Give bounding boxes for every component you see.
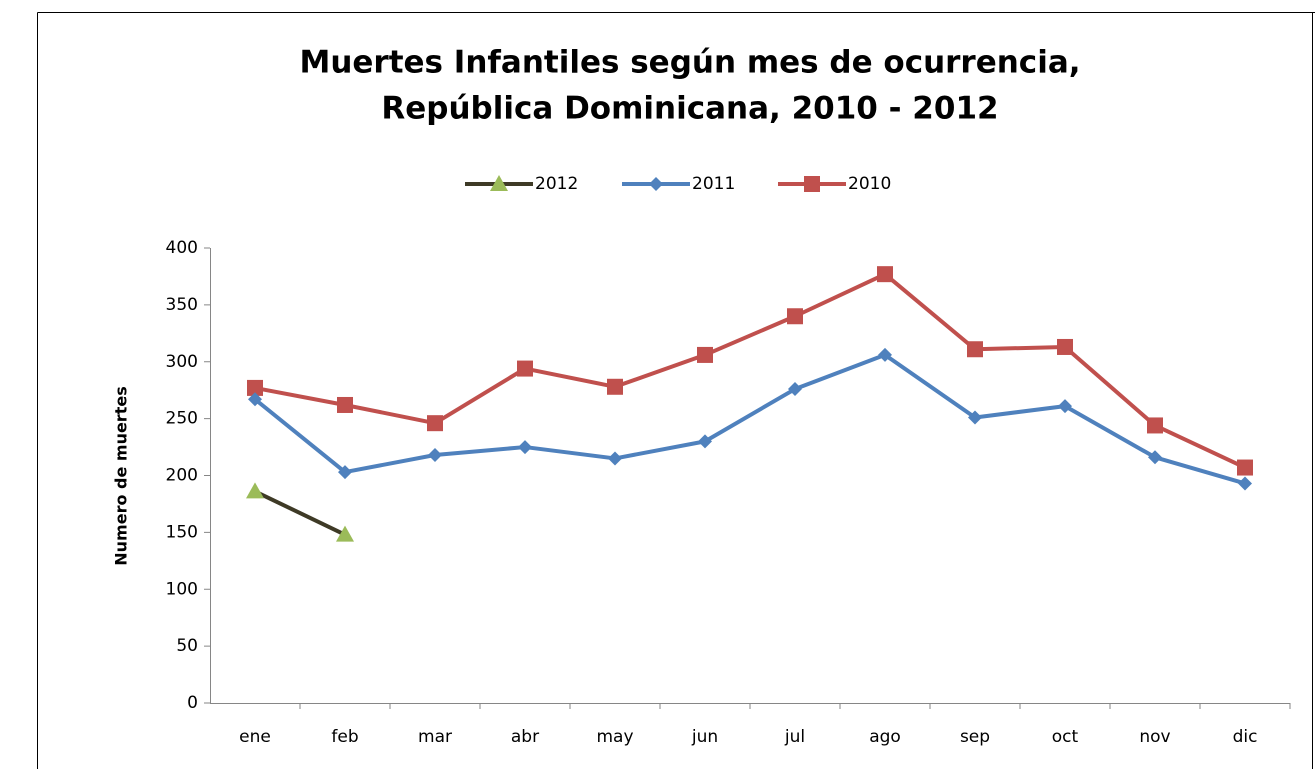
- y-tick-label: 350: [166, 295, 198, 315]
- x-tick-label: oct: [1052, 727, 1079, 747]
- x-tick-label: abr: [511, 727, 539, 747]
- x-tick-label: nov: [1139, 727, 1170, 747]
- series-line: [254, 489, 346, 537]
- legend-marker: [804, 176, 820, 192]
- y-tick-label: 0: [187, 693, 198, 713]
- series-line: [253, 352, 1246, 486]
- data-point: [246, 482, 264, 499]
- data-point: [787, 308, 803, 325]
- x-tick-label: feb: [331, 727, 358, 747]
- x-tick-label: dic: [1233, 727, 1258, 747]
- data-point: [1147, 417, 1163, 434]
- data-point: [1058, 399, 1072, 414]
- legend-label: 2012: [535, 174, 578, 194]
- x-tick-label: may: [596, 727, 633, 747]
- data-point: [248, 392, 262, 407]
- data-point: [1057, 338, 1073, 355]
- y-tick-label: 50: [176, 636, 198, 656]
- data-point: [247, 379, 263, 396]
- data-point: [878, 347, 892, 362]
- x-tick-label: sep: [960, 727, 990, 747]
- data-point: [877, 266, 893, 283]
- data-point: [338, 465, 352, 480]
- data-point: [1148, 450, 1162, 465]
- y-tick-label: 200: [166, 466, 198, 486]
- data-point: [968, 410, 982, 425]
- data-point: [336, 525, 354, 542]
- data-point: [697, 346, 713, 363]
- data-point: [427, 415, 443, 432]
- y-tick-label: 100: [166, 579, 198, 599]
- y-tick-label: 250: [166, 409, 198, 429]
- legend-label: 2010: [848, 174, 891, 194]
- chart-title: Muertes Infantiles según mes de ocurrenc…: [299, 45, 1080, 81]
- legend-marker: [649, 177, 663, 191]
- y-axis-label: Numero de muertes: [112, 386, 131, 565]
- data-point: [608, 451, 622, 466]
- legend-label: 2011: [692, 174, 735, 194]
- y-tick-label: 150: [166, 522, 198, 542]
- x-tick-label: ene: [239, 727, 271, 747]
- data-point: [1237, 459, 1253, 476]
- data-point: [517, 360, 533, 377]
- series-line: [254, 272, 1246, 470]
- x-tick-label: mar: [418, 727, 452, 747]
- data-point: [698, 434, 712, 449]
- chart-title: República Dominicana, 2010 - 2012: [381, 91, 998, 127]
- y-tick-label: 300: [166, 352, 198, 372]
- data-point: [337, 396, 353, 413]
- data-point: [518, 440, 532, 455]
- y-tick-label: 400: [166, 238, 198, 258]
- x-tick-label: jun: [691, 727, 718, 747]
- data-point: [1238, 476, 1252, 491]
- legend-marker: [490, 175, 508, 191]
- data-point: [967, 341, 983, 358]
- x-tick-label: ago: [869, 727, 901, 747]
- data-point: [607, 378, 623, 395]
- data-point: [788, 382, 802, 397]
- data-point: [428, 448, 442, 463]
- x-tick-label: jul: [784, 727, 805, 747]
